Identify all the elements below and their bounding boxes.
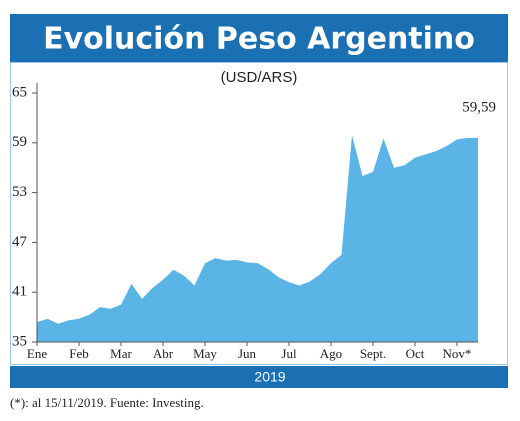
subtitle: (USD/ARS)	[221, 69, 298, 86]
title-bar	[10, 14, 508, 62]
value-label: 59,59	[462, 99, 496, 115]
y-tick-label: 59	[12, 134, 27, 150]
x-tick-label: Jun	[238, 346, 257, 361]
x-tick-label: Ago	[320, 346, 342, 361]
area	[37, 135, 478, 342]
x-tick-label: Mar	[110, 346, 132, 361]
y-tick-label: 41	[12, 284, 27, 300]
x-tick-label: Ene	[27, 346, 47, 361]
x-tick-label: Feb	[69, 346, 89, 361]
y-tick-label: 53	[12, 184, 27, 200]
y-tick-label: 35	[12, 333, 27, 349]
x-axis-label: 2019	[254, 369, 285, 385]
x-tick-label: Abr	[153, 346, 174, 361]
y-tick-label: 47	[12, 234, 28, 250]
x-tick-label: Jul	[281, 346, 297, 361]
x-tick-label: May	[193, 346, 217, 361]
x-tick-label: Oct	[406, 346, 425, 361]
x-label-bar	[10, 366, 508, 388]
x-tick-label: Nov*	[443, 346, 472, 361]
footnote: (*): al 15/11/2019. Fuente: Investing.	[10, 395, 204, 410]
chart-title: Evolución Peso Argentino	[43, 22, 475, 57]
x-tick-label: Sept.	[360, 346, 386, 361]
y-tick-label: 65	[12, 84, 27, 100]
